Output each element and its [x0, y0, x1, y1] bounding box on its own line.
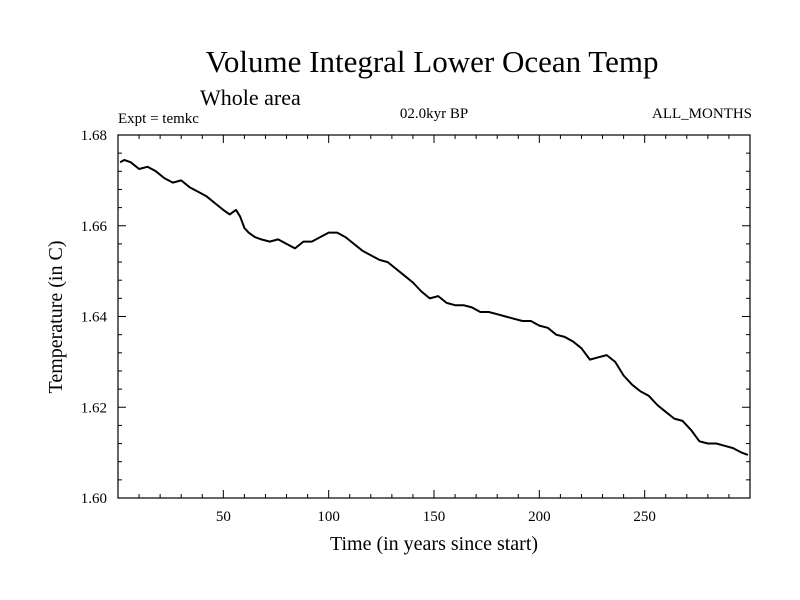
temperature-series-line: [119, 159, 749, 456]
chart-subtitle: Whole area: [200, 85, 301, 110]
period-label: 02.0kyr BP: [400, 106, 468, 122]
y-tick-label: 1.66: [81, 219, 108, 235]
chart-title: Volume Integral Lower Ocean Temp: [206, 44, 659, 79]
x-tick-label: 150: [423, 509, 446, 525]
y-tick-label: 1.64: [81, 310, 108, 326]
y-tick-label: 1.62: [81, 400, 107, 416]
x-tick-label: 100: [317, 509, 340, 525]
y-axis-label: Temperature (in C): [45, 241, 67, 394]
x-tick-label: 250: [633, 509, 656, 525]
months-label: ALL_MONTHS: [652, 106, 752, 122]
y-tick-label: 1.60: [81, 491, 107, 507]
x-axis-label: Time (in years since start): [330, 533, 538, 555]
x-tick-label: 200: [528, 509, 551, 525]
plot-frame: [117, 134, 751, 499]
axis-tick-labels: 50 100 150 200 250 1.60 1.62 1.64 1.66 1.68: [81, 128, 656, 525]
y-tick-label: 1.68: [81, 128, 107, 144]
experiment-label: Expt = temkc: [118, 111, 199, 127]
axis-ticks: [118, 135, 750, 498]
x-tick-label: 50: [216, 509, 231, 525]
